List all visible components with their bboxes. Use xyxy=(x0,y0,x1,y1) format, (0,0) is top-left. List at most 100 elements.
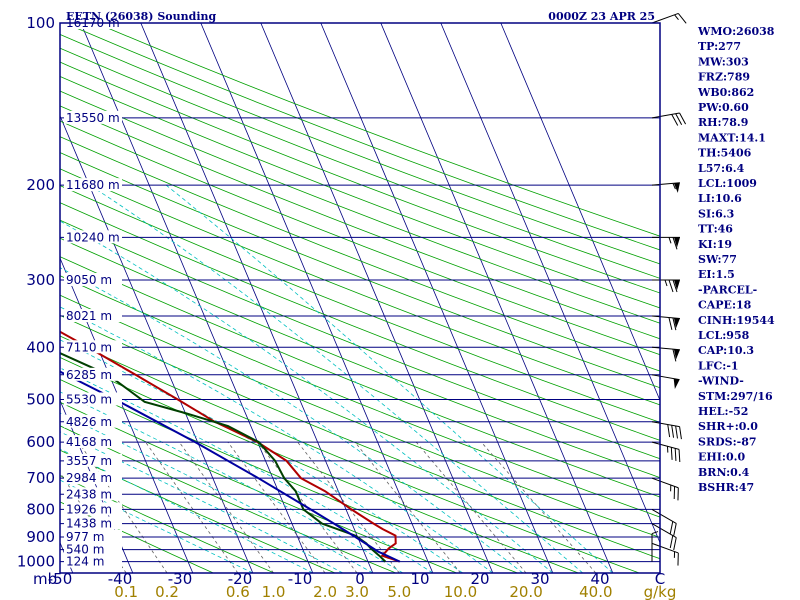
dry-adiabat-line xyxy=(60,314,660,560)
wind-barb-full xyxy=(672,279,678,293)
wind-barb xyxy=(651,315,680,331)
wind-barb-full xyxy=(672,317,677,331)
moist-adiabat-line xyxy=(165,184,614,573)
height-label: 7110 m xyxy=(66,340,112,354)
wind-barb-staff xyxy=(651,12,679,24)
height-label: 6285 m xyxy=(66,368,112,382)
pressure-tick-label: 400 xyxy=(26,338,55,356)
pressure-tick-label: 200 xyxy=(26,176,55,194)
moist-adiabat-line xyxy=(60,306,494,573)
height-label-background xyxy=(64,542,122,556)
height-label-background xyxy=(64,110,122,124)
mixing-ratio-unit-label: g/kg xyxy=(644,583,677,600)
wind-barb-pennant xyxy=(673,182,680,193)
temperature-tick-label: C xyxy=(655,570,665,588)
height-label-background xyxy=(64,453,122,467)
index-value: LCL:1009 xyxy=(698,177,757,190)
wind-barb-full xyxy=(671,114,679,126)
dry-adiabat-line xyxy=(60,90,660,324)
wind-barb-staff xyxy=(651,542,679,554)
dry-adiabat-line xyxy=(60,168,660,406)
height-label-background xyxy=(64,487,122,501)
index-value: CAPE:18 xyxy=(698,299,752,312)
index-value: RH:78.9 xyxy=(698,116,748,129)
wind-barb xyxy=(651,112,687,126)
pressure-tick-label: 600 xyxy=(26,433,55,451)
height-label-background xyxy=(64,516,122,530)
index-value: HEL:-52 xyxy=(698,405,748,418)
wind-barb-staff xyxy=(651,477,679,489)
mixing-ratio-label: 0.6 xyxy=(226,583,250,600)
mixing-ratio-line xyxy=(297,441,400,573)
wind-barb-full xyxy=(668,279,674,293)
mixing-ratio-label: 2.0 xyxy=(313,583,337,600)
wind-barb-full xyxy=(674,448,677,461)
wind-barb-full xyxy=(675,425,678,439)
index-value: BRN:0.4 xyxy=(698,466,750,479)
index-value: -PARCEL- xyxy=(698,283,757,296)
wind-barb-half xyxy=(651,531,659,535)
wind-barbs xyxy=(651,12,687,566)
wind-barb-pennant xyxy=(674,237,680,248)
pressure-tick-label: 100 xyxy=(26,14,55,32)
index-value: TT:46 xyxy=(698,223,733,236)
wind-barb-half xyxy=(670,484,672,492)
wind-barb xyxy=(651,523,677,551)
moist-adiabat-line xyxy=(89,184,584,573)
mixing-ratio-line xyxy=(145,441,239,573)
wind-barb-full xyxy=(672,348,677,362)
height-label-background xyxy=(64,502,122,516)
height-label: 8021 m xyxy=(66,309,112,323)
isotherm-line xyxy=(260,23,494,573)
dry-adiabat-line xyxy=(60,136,660,372)
index-value: SW:77 xyxy=(698,253,737,266)
isotherm-line xyxy=(440,23,660,544)
wind-barb xyxy=(651,374,680,390)
dry-adiabat-line xyxy=(60,256,660,498)
dry-adiabat-line xyxy=(60,202,660,441)
index-value: SHR+:0.0 xyxy=(698,420,758,433)
dry-adiabat-line xyxy=(60,219,660,460)
wind-barb-full xyxy=(673,523,677,536)
wind-barb-staff xyxy=(651,315,680,319)
mixing-ratio-line xyxy=(354,441,461,573)
moist-adiabat-line xyxy=(60,448,313,573)
index-value: EI:1.5 xyxy=(698,268,735,281)
wind-barb xyxy=(651,542,679,566)
indices-panel: WMO:26038 TP:277 MW:303 FRZ:789 WB0:862 PW:0.… xyxy=(697,25,775,494)
wind-barb-full xyxy=(677,13,687,24)
plot-frame xyxy=(59,22,661,574)
height-label: 10240 m xyxy=(66,230,120,244)
height-label: 4826 m xyxy=(66,415,112,429)
height-label: 11680 m xyxy=(66,178,120,192)
wind-barb-full xyxy=(675,113,683,126)
index-value: PW:0.60 xyxy=(698,101,749,114)
height-label-background xyxy=(64,529,122,543)
height-label: 977 m xyxy=(66,530,104,544)
index-value: TP:277 xyxy=(698,40,741,53)
dry-adiabat-line xyxy=(60,275,660,518)
temperature-tick-label: 20 xyxy=(470,570,489,588)
index-value: -WIND- xyxy=(698,375,744,388)
parcel-line xyxy=(60,370,401,563)
pressure-tick-label: 500 xyxy=(26,390,55,408)
wind-barb-staff xyxy=(651,421,680,428)
wind-barb-staff xyxy=(651,508,677,524)
temperature-tick-label: -50 xyxy=(48,570,73,588)
dry-adiabat-line xyxy=(60,475,275,573)
pressure-tick-label: 1000 xyxy=(17,553,55,571)
index-value: TH:5406 xyxy=(698,147,752,160)
mixing-ratio-label: 1.0 xyxy=(262,583,286,600)
dry-adiabat-line xyxy=(60,105,660,340)
index-value: L57:6.4 xyxy=(698,162,745,175)
mixing-ratio-line xyxy=(178,441,274,573)
height-label-background xyxy=(64,340,122,354)
height-label: 2438 m xyxy=(66,487,112,501)
moist-adiabat-line xyxy=(60,479,253,573)
height-label: 1926 m xyxy=(66,502,112,516)
wind-barb-staff xyxy=(651,112,680,119)
index-value: LCL:958 xyxy=(698,329,750,342)
